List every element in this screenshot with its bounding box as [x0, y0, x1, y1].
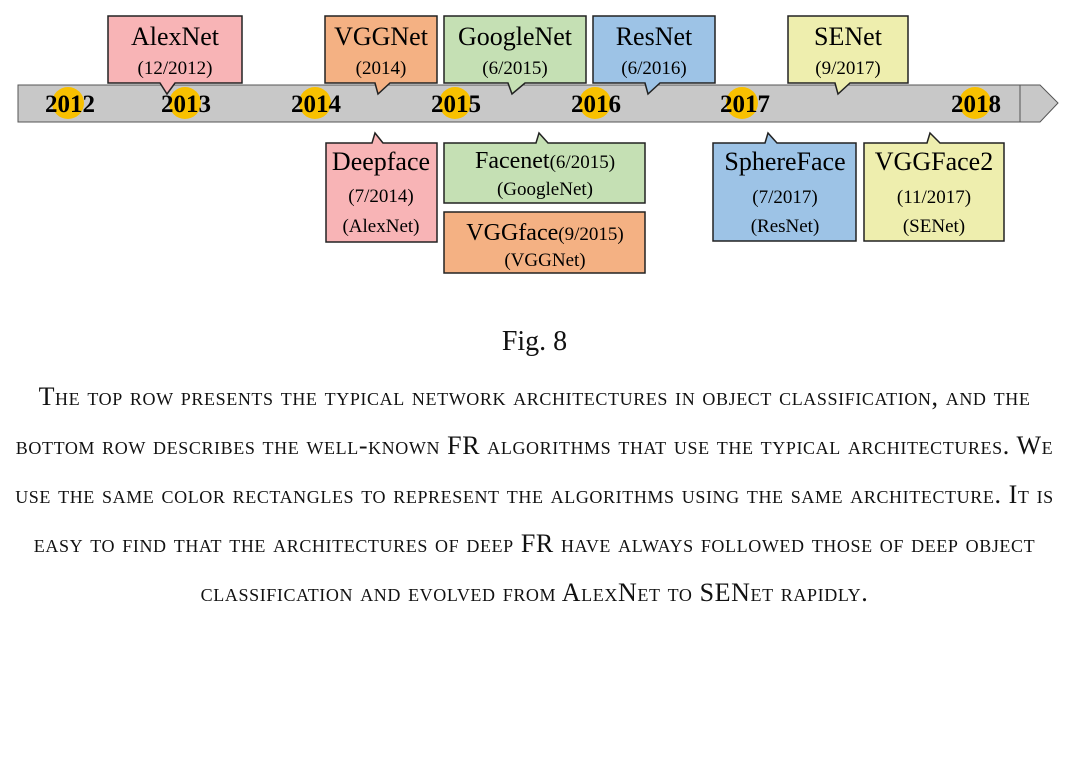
callout-vggnet-name: VGGNet [334, 22, 429, 51]
callout-vggface2-base: (SENet) [903, 216, 965, 237]
callout-deepface: Deepface (7/2014) (AlexNet) [325, 131, 438, 243]
year-label: 2013 [161, 91, 211, 118]
callout-sphereface-base: (ResNet) [751, 216, 820, 237]
year-label: 2016 [571, 91, 621, 118]
callout-sphereface-box [712, 131, 857, 242]
callout-facenet-name: Facenet [475, 148, 550, 174]
callout-sphereface-name: SphereFace [724, 147, 845, 176]
callout-vggface2: VGGFace2 (11/2017) (SENet) [863, 131, 1005, 242]
callout-resnet-box [592, 15, 716, 96]
callout-vggface-label: VGGface(9/2015) [466, 220, 623, 246]
callout-googlenet-box [443, 15, 587, 96]
callout-facenet-date: (6/2015) [550, 152, 615, 173]
callout-deepface-base: (AlexNet) [342, 216, 419, 237]
callout-deepface-name: Deepface [332, 147, 430, 176]
callout-alexnet: AlexNet (12/2012) [107, 15, 243, 96]
callout-vggface-box [443, 211, 646, 274]
year-label: 2017 [720, 91, 770, 118]
timeline-arrow [17, 84, 1059, 123]
callout-googlenet-date: (6/2015) [482, 58, 547, 79]
year-label: 2012 [45, 91, 95, 118]
year-dots [52, 87, 991, 119]
callout-vggnet-box [324, 15, 438, 96]
callout-senet-box [787, 15, 909, 96]
callout-vggface: VGGface(9/2015) (VGGNet) [443, 211, 646, 274]
callout-deepface-box [325, 131, 438, 243]
year-dot [299, 87, 331, 119]
callout-vggface-base: (VGGNet) [504, 250, 585, 271]
year-dot [579, 87, 611, 119]
callout-vggface2-name: VGGFace2 [875, 147, 993, 176]
callout-vggface2-box [863, 131, 1005, 242]
callout-resnet-name: ResNet [616, 22, 693, 51]
year-dot [169, 87, 201, 119]
callout-sphereface-date: (7/2017) [752, 187, 817, 208]
callout-alexnet-date: (12/2012) [138, 58, 213, 79]
year-dot [726, 87, 758, 119]
callout-facenet: Facenet(6/2015) (GoogleNet) [443, 131, 646, 204]
year-label: 2018 [951, 91, 1001, 118]
figure-caption: The top row presents the typical network… [15, 382, 1054, 607]
callout-vggnet: VGGNet (2014) [324, 15, 438, 96]
figure-label: Fig. 8 [501, 326, 568, 357]
callout-vggface-date: (9/2015) [558, 224, 623, 245]
year-dot [52, 87, 84, 119]
callout-vggface-name: VGGface [466, 220, 558, 246]
callout-alexnet-name: AlexNet [131, 22, 220, 51]
callout-deepface-date: (7/2014) [348, 186, 413, 207]
callout-facenet-base: (GoogleNet) [497, 179, 593, 200]
callout-googlenet: GoogleNet (6/2015) [443, 15, 587, 96]
callout-googlenet-name: GoogleNet [458, 22, 573, 51]
callout-resnet-date: (6/2016) [621, 58, 686, 79]
callout-alexnet-box [107, 15, 243, 96]
callout-senet: SENet (9/2017) [787, 15, 909, 96]
year-label: 2015 [431, 91, 481, 118]
callout-senet-name: SENet [814, 22, 883, 51]
year-dot [439, 87, 471, 119]
timeline-diagram: 2012 2013 2014 2015 2016 2017 2018 AlexN… [17, 15, 1059, 274]
callout-senet-date: (9/2017) [815, 58, 880, 79]
callout-facenet-box [443, 131, 646, 204]
callout-facenet-label: Facenet(6/2015) [475, 148, 615, 174]
year-dot [959, 87, 991, 119]
callout-resnet: ResNet (6/2016) [592, 15, 716, 96]
callout-sphereface: SphereFace (7/2017) (ResNet) [712, 131, 857, 242]
callout-vggnet-date: (2014) [356, 58, 407, 79]
year-label: 2014 [291, 91, 342, 118]
callout-vggface2-date: (11/2017) [897, 187, 971, 208]
